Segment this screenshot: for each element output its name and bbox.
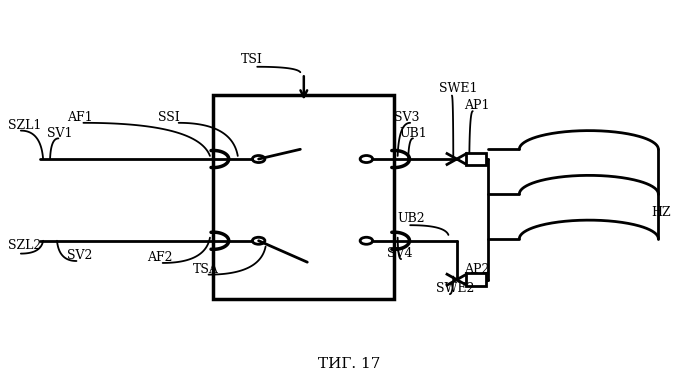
Text: AP1: AP1 [463,99,489,113]
Text: AF1: AF1 [68,111,93,124]
Bar [466,274,486,286]
Text: HZ: HZ [651,206,671,220]
Text: SWE2: SWE2 [436,282,474,295]
Text: UB1: UB1 [399,127,426,140]
Text: AF2: AF2 [147,251,173,264]
Text: ΤИГ. 17: ΤИГ. 17 [318,357,380,371]
Text: SV1: SV1 [47,127,72,140]
Text: TSA: TSA [193,263,218,276]
Text: AP2: AP2 [463,263,489,276]
Text: SV4: SV4 [387,247,413,260]
Text: SZL1: SZL1 [8,119,42,132]
Text: UB2: UB2 [398,212,425,225]
Text: SV3: SV3 [394,111,419,124]
Text: TSI: TSI [242,53,263,65]
Bar [214,95,394,299]
Text: SV2: SV2 [68,249,93,262]
Text: SWE1: SWE1 [439,82,478,95]
Text: SSI: SSI [158,111,179,124]
Text: SZL2: SZL2 [8,240,42,252]
Bar [466,153,486,165]
